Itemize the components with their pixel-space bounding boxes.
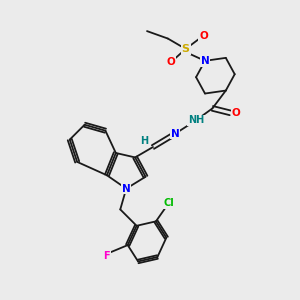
Text: H: H [140, 136, 148, 146]
Text: Cl: Cl [164, 199, 175, 208]
Text: N: N [122, 184, 130, 194]
Text: S: S [182, 44, 190, 54]
Text: N: N [171, 129, 180, 139]
Text: NH: NH [188, 115, 204, 125]
Text: F: F [103, 250, 110, 260]
Text: O: O [232, 108, 241, 118]
Text: N: N [201, 56, 209, 66]
Text: O: O [199, 31, 208, 40]
Text: O: O [167, 57, 175, 67]
